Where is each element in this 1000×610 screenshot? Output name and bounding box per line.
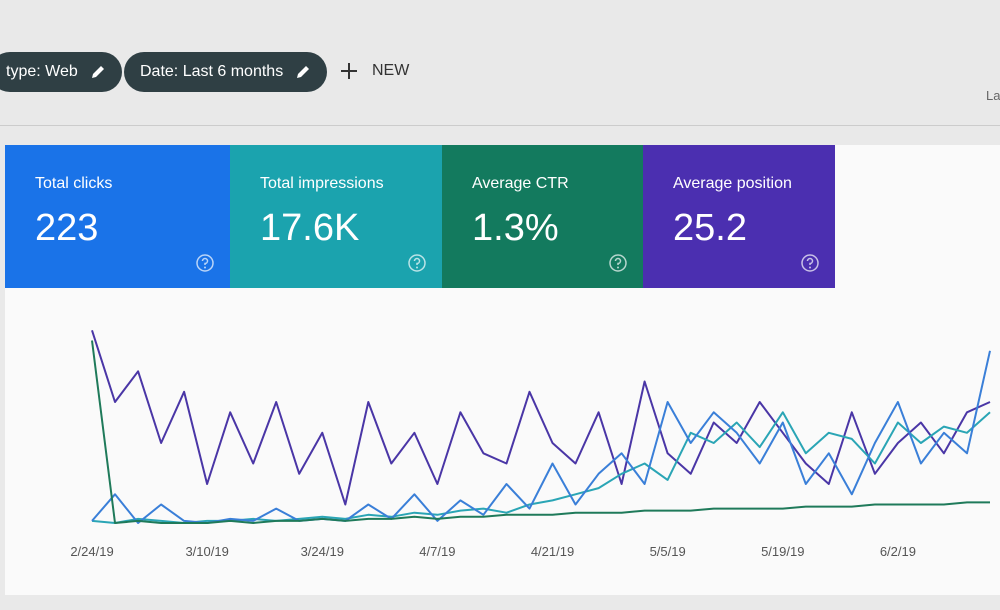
metric-card[interactable]: Average position 25.2 xyxy=(643,145,835,288)
corner-text: La xyxy=(986,88,1000,103)
card-value: 1.3% xyxy=(472,207,559,249)
card-value: 25.2 xyxy=(673,207,747,249)
card-title: Total clicks xyxy=(35,175,113,192)
card-value: 223 xyxy=(35,207,99,249)
card-title: Total impressions xyxy=(260,175,384,192)
series-line xyxy=(91,340,990,524)
series-line xyxy=(91,350,991,524)
x-tick-label: 2/24/19 xyxy=(70,544,113,559)
help-icon[interactable] xyxy=(801,254,819,272)
x-tick-label: 5/5/19 xyxy=(650,544,686,559)
divider xyxy=(0,125,1000,126)
metric-card[interactable]: Average CTR 1.3% xyxy=(442,145,643,288)
series-line xyxy=(91,329,991,506)
chip-label: Date: Last 6 months xyxy=(140,63,284,80)
x-tick-label: 3/24/19 xyxy=(301,544,344,559)
help-icon[interactable] xyxy=(408,254,426,272)
metric-card[interactable]: Total impressions 17.6K xyxy=(230,145,442,288)
filter-chip[interactable]: type: Web xyxy=(0,52,122,92)
help-icon[interactable] xyxy=(196,254,214,272)
x-tick-label: 4/7/19 xyxy=(419,544,455,559)
x-tick-label: 4/21/19 xyxy=(531,544,574,559)
filter-chip[interactable]: Date: Last 6 months xyxy=(124,52,328,92)
edit-icon xyxy=(91,66,104,78)
help-icon[interactable] xyxy=(609,254,627,272)
new-button[interactable]: NEW xyxy=(340,62,409,80)
metric-card[interactable]: Total clicks 223 xyxy=(5,145,230,288)
x-tick-label: 3/10/19 xyxy=(185,544,228,559)
plus-icon xyxy=(341,63,357,79)
card-value: 17.6K xyxy=(260,207,360,249)
x-tick-label: 6/2/19 xyxy=(880,544,916,559)
chip-label: type: Web xyxy=(6,63,78,80)
card-title: Average CTR xyxy=(472,175,569,192)
edit-icon xyxy=(297,66,310,78)
new-label: NEW xyxy=(372,62,410,79)
card-title: Average position xyxy=(673,175,792,192)
x-tick-label: 5/19/19 xyxy=(761,544,804,559)
